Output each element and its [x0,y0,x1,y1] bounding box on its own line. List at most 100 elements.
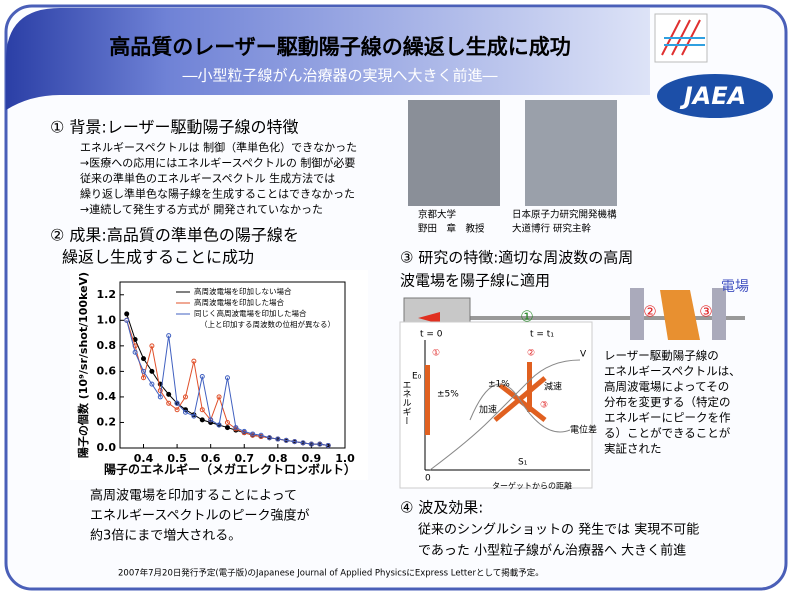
diagram [399,321,593,489]
data-point [224,419,230,425]
data-point [182,394,188,400]
y-axis-label: 陽子の個数 (10⁹/sr/shot/100keV) [76,272,90,458]
y-tick-label: 0.0 [97,441,117,454]
data-point [149,368,155,374]
section-heading: ④ 波及効果: [400,499,483,517]
apparatus-label: ③ [699,303,712,321]
description-line: エネルギーにピークを作 [604,411,731,425]
data-point [157,388,163,394]
diagram-label: ③ [540,401,548,411]
data-point [141,368,147,374]
apparatus [712,288,726,340]
data-point [199,373,205,379]
diagram-label: ターゲットからの距離 [492,481,572,491]
data-point [308,441,314,447]
x-tick-label: 0.7 [235,452,255,465]
data-point [233,425,239,431]
data-point [166,391,172,397]
affiliation: 京都大学 [418,209,456,221]
data-point [216,422,222,428]
laser [418,312,440,324]
title: 高品質のレーザー駆動陽子線の繰返し生成に成功 [109,35,571,59]
plot-frame [119,281,346,449]
text-line: であった 小型粒子線がん治療器へ 大きく前進 [418,543,686,559]
diagram-label: ② [527,349,535,359]
data-point [199,407,205,413]
description-line: エネルギースペクトルは、 [604,364,741,378]
section-heading: 波電場を陽子線に適用 [400,272,550,290]
data-point [283,437,289,443]
diagram-label: ±5% [437,390,459,400]
diagram-label: V [580,350,587,360]
diagram-label: 電位差 [570,424,597,436]
data-point [199,417,205,423]
data-point [216,394,222,400]
section-heading: ② 成果:高品質の準単色の陽子線を [50,226,299,245]
data-point [166,333,172,339]
data-point [266,435,272,441]
x-tick-label: 0.8 [268,452,288,465]
person-name: 大道博行 研究主幹 [512,223,592,235]
data-point [174,407,180,413]
text-line: →医療への応用にはエネルギースペクトルの 制御が必要 [80,156,355,170]
data-point [300,440,306,446]
data-point [124,317,130,323]
description-line: る）ことができることが [604,426,731,440]
subtitle: ―小型粒子線がん治療器の実現へ大きく前進― [182,67,497,85]
x-tick-label: 0.4 [134,452,154,465]
section-heading: ③ 研究の特徴:適切な周波数の高周 [400,249,633,267]
x-tick-label: 1.0 [335,452,355,465]
data-point [141,375,147,381]
diagram-label: t = 0 [420,330,443,340]
diagram-axis-label: エネルギー [401,380,412,425]
legend-note: （上と印加する周波数の位相が異なる） [200,319,335,329]
photo [408,100,500,206]
y-tick-label: 0.6 [97,364,117,377]
caption-line: 約3倍にまで増大される。 [90,529,241,544]
data-point [317,441,323,447]
energy-bar [527,362,532,412]
curve [469,383,571,433]
person-name: 野田 章 教授 [418,223,485,235]
description-line: 高周波電場によってその [604,380,729,394]
data-point [141,356,147,362]
apparatus-label: ② [643,303,656,321]
diagram-label: ±1% [488,380,510,390]
y-tick-label: 0.2 [97,415,117,428]
description-line: 分布を変更する（特定の [604,395,731,409]
electrode [660,290,700,340]
apparatus-label: 電場 [721,279,749,295]
diagram-label: 加速 [479,405,497,416]
text-line: →連続して発生する方式が 開発されていなかった [80,202,323,216]
text-line: 従来の準単色のエネルギースペクトル 生成方法では [80,171,335,185]
diagram-label: 0 [425,474,431,484]
data-point [325,442,331,448]
footer: 2007年7月20日発行予定(電子版)のJapanese Journal of … [118,568,544,579]
diagram-label: t = t₁ [530,330,554,340]
data-point [132,349,138,355]
phase-cross [493,376,547,422]
data-point [241,428,247,434]
description-line: レーザー駆動陽子線の [604,349,719,363]
data-point [224,375,230,381]
data-point [182,409,188,415]
data-point [292,439,298,445]
jaea-logo [657,74,773,118]
photo [525,100,617,206]
data-point [208,417,214,423]
affiliation: 日本原子力研究開発機構 [512,209,617,221]
legend-entry: 高周波電場を印加した場合 [194,297,284,307]
text-line: 繰り返し準単色な陽子線を生成することはできなかった [80,187,355,201]
x-tick-label: 0.9 [302,452,322,465]
x-tick-label: 0.5 [167,452,187,465]
apparatus-label: ① [520,308,533,326]
text-line: 従来のシングルショットの 発生では 実現不可能 [418,522,699,538]
y-tick-label: 1.2 [97,288,117,301]
data-point [224,425,230,431]
data-point [191,358,197,364]
description-line: 実証された [604,442,662,456]
energy-bar [425,365,430,435]
y-tick-label: 0.8 [97,339,117,352]
section-heading: 繰返し生成することに成功 [62,248,254,267]
